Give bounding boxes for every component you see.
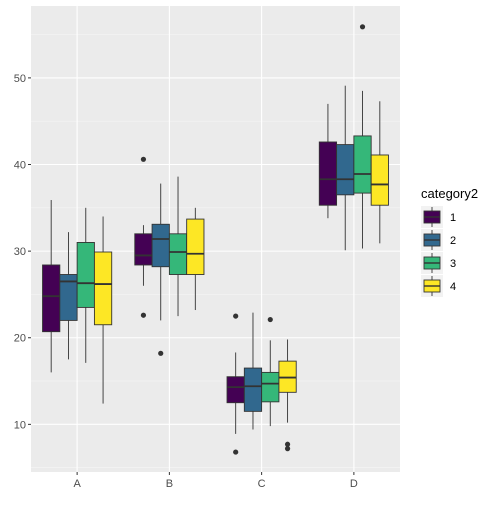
legend-label: 4 — [450, 281, 456, 293]
box-iqr — [186, 218, 205, 275]
legend: category2 1 2 3 4 — [421, 186, 478, 297]
outlier-point — [284, 446, 291, 452]
box-iqr — [261, 371, 280, 403]
box-iqr — [168, 233, 188, 275]
box-iqr — [93, 251, 113, 326]
legend-item-3: 3 — [421, 252, 456, 274]
legend-title: category2 — [421, 186, 478, 201]
box-iqr — [318, 141, 338, 206]
box-iqr — [134, 233, 153, 266]
box-A-2 — [59, 232, 78, 360]
box-C-2 — [243, 312, 263, 430]
y-tick-label: 10 — [14, 419, 26, 431]
legend-item-4: 4 — [421, 275, 456, 297]
legend-item-1: 1 — [421, 206, 456, 228]
box-layer — [42, 24, 389, 455]
outlier-point — [267, 316, 273, 323]
box-C-1 — [226, 313, 245, 455]
x-tick-label: D — [350, 478, 358, 490]
box-iqr — [370, 154, 389, 206]
outlier-point — [158, 350, 164, 356]
y-tick-label: 20 — [14, 333, 26, 345]
legend-label: 1 — [450, 212, 456, 224]
outlier-point — [284, 441, 291, 447]
legend-label: 2 — [450, 235, 456, 247]
y-tick-label: 40 — [14, 160, 26, 172]
x-axis: A B C D — [73, 472, 358, 490]
box-B-1 — [134, 156, 153, 318]
y-tick-label: 30 — [14, 246, 26, 258]
x-tick-label: C — [258, 478, 266, 490]
outlier-point — [359, 24, 366, 30]
box-A-1 — [42, 200, 61, 373]
x-tick-label: A — [73, 478, 81, 490]
box-C-4 — [278, 339, 297, 452]
legend-items: 1 2 3 4 — [421, 206, 456, 297]
legend-label: 3 — [450, 258, 456, 270]
box-iqr — [76, 242, 95, 308]
box-D-4 — [370, 101, 389, 244]
outlier-point — [140, 156, 147, 162]
box-iqr — [353, 135, 372, 194]
plot-panel — [31, 6, 400, 472]
outlier-point — [233, 313, 239, 319]
outlier-point — [140, 312, 147, 318]
box-iqr — [336, 144, 355, 196]
box-A-3 — [76, 207, 95, 363]
x-tick-label: B — [166, 478, 173, 490]
box-iqr — [226, 376, 245, 404]
outlier-point — [233, 449, 239, 455]
box-B-3 — [168, 176, 188, 317]
legend-item-2: 2 — [421, 229, 456, 251]
box-iqr — [151, 223, 170, 268]
y-axis: 10 20 30 40 50 — [14, 73, 31, 431]
box-iqr — [243, 367, 263, 412]
box-D-1 — [318, 103, 338, 219]
box-B-4 — [186, 207, 205, 311]
box-iqr — [42, 264, 61, 333]
y-tick-label: 50 — [14, 73, 26, 85]
box-A-4 — [93, 216, 113, 404]
